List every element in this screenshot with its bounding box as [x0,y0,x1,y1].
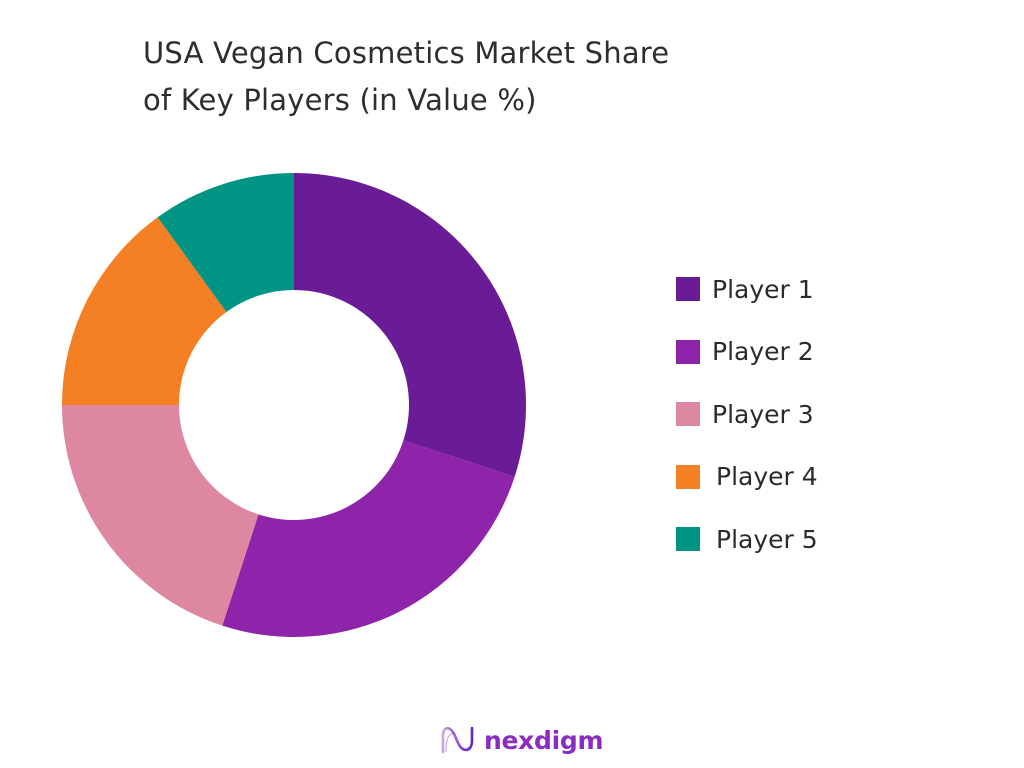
chart-legend: Player 1 Player 2 Player 3 Player 4 Player 5 [676,258,818,571]
logo-text: nexdigm [484,725,604,755]
legend-label: Player 5 [716,524,818,554]
nexdigm-logo: nexdigm [440,724,604,756]
nexdigm-wave-icon [441,726,474,754]
legend-item-player-1: Player 1 [676,258,818,321]
legend-item-player-2: Player 2 [676,321,818,384]
donut-slice-player-4 [62,217,227,405]
donut-slice-player-2 [222,440,515,638]
legend-item-player-5: Player 5 [676,508,818,571]
legend-item-player-3: Player 3 [676,383,818,446]
legend-label: Player 2 [712,337,814,367]
legend-swatch-icon [676,402,700,427]
donut-slice-player-1 [294,173,526,477]
chart-title: USA Vegan Cosmetics Market Share of Key … [143,30,843,124]
donut-slice-player-5 [157,173,294,312]
legend-swatch-icon [676,339,700,364]
chart-title-line-1: USA Vegan Cosmetics Market Share [143,36,670,70]
donut-slice-player-3 [62,405,259,626]
legend-swatch-icon [676,527,700,552]
legend-item-player-4: Player 4 [676,446,818,509]
chart-title-line-2: of Key Players (in Value %) [143,83,537,117]
legend-label: Player 1 [712,274,814,304]
legend-label: Player 4 [716,462,818,492]
legend-swatch-icon [676,277,700,302]
legend-label: Player 3 [712,399,814,429]
legend-swatch-icon [676,464,700,489]
